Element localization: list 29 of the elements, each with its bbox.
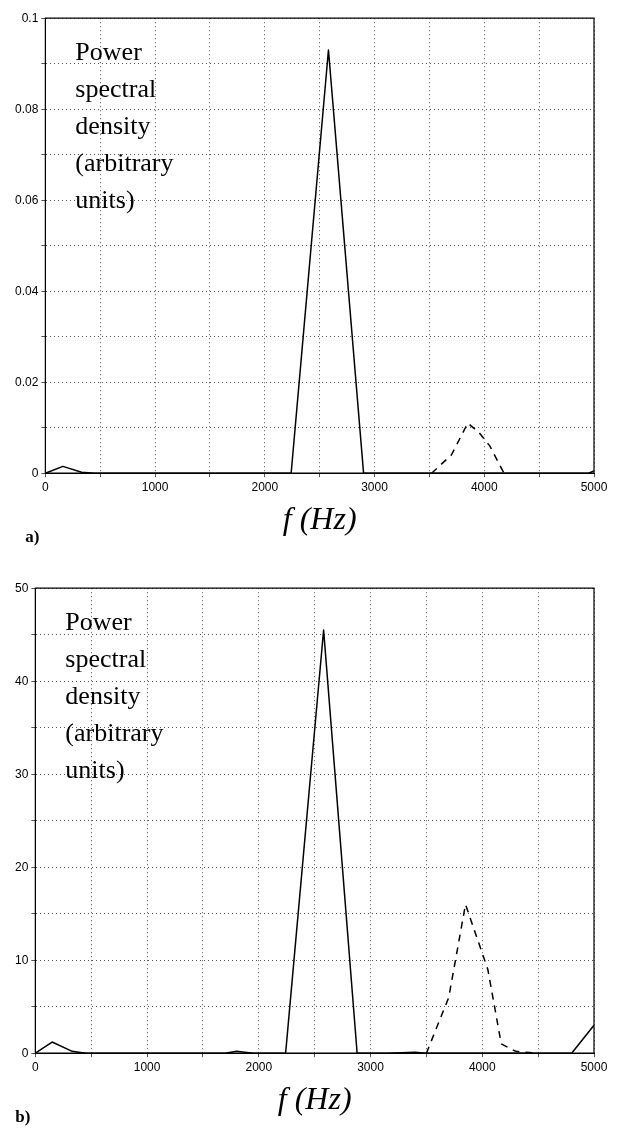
annotation: Power spectral density (arbitrary units) [65,607,164,785]
y-tick-label: 30 [14,766,29,781]
x-tick-label: 5000 [580,479,608,494]
y-tick-label: 0.08 [15,101,39,116]
text: b) [15,1107,31,1126]
x-axis-title: f (Hz) [282,500,357,537]
x-tick-label: 2000 [251,479,279,494]
y-tick-label: 0.02 [15,374,39,389]
text: a) [25,527,40,546]
x-tick-label: 5000 [580,1059,608,1074]
annotation: Power spectral density (arbitrary units) [75,37,174,215]
x-tick-label: 1000 [133,1059,161,1074]
y-tick-label: 0.04 [15,283,39,298]
x-tick-label: 4000 [470,479,498,494]
x-tick-label: 0 [42,479,50,494]
y-tick-label: 0.06 [15,192,39,207]
y-tick-label: 40 [14,673,29,688]
x-tick-label: 2000 [245,1059,273,1074]
x-tick-label: 3000 [357,1059,385,1074]
y-tick-label: 20 [14,859,29,874]
x-tick-label: 3000 [361,479,389,494]
y-tick-label: 0 [21,1045,29,1060]
y-tick-label: 0.1 [21,10,39,25]
x-tick-label: 4000 [468,1059,496,1074]
y-tick-label: 0 [31,465,39,480]
y-tick-label: 50 [14,580,29,595]
x-axis-title: f (Hz) [277,1080,352,1117]
x-tick-label: 1000 [141,479,169,494]
y-tick-label: 10 [14,952,29,967]
